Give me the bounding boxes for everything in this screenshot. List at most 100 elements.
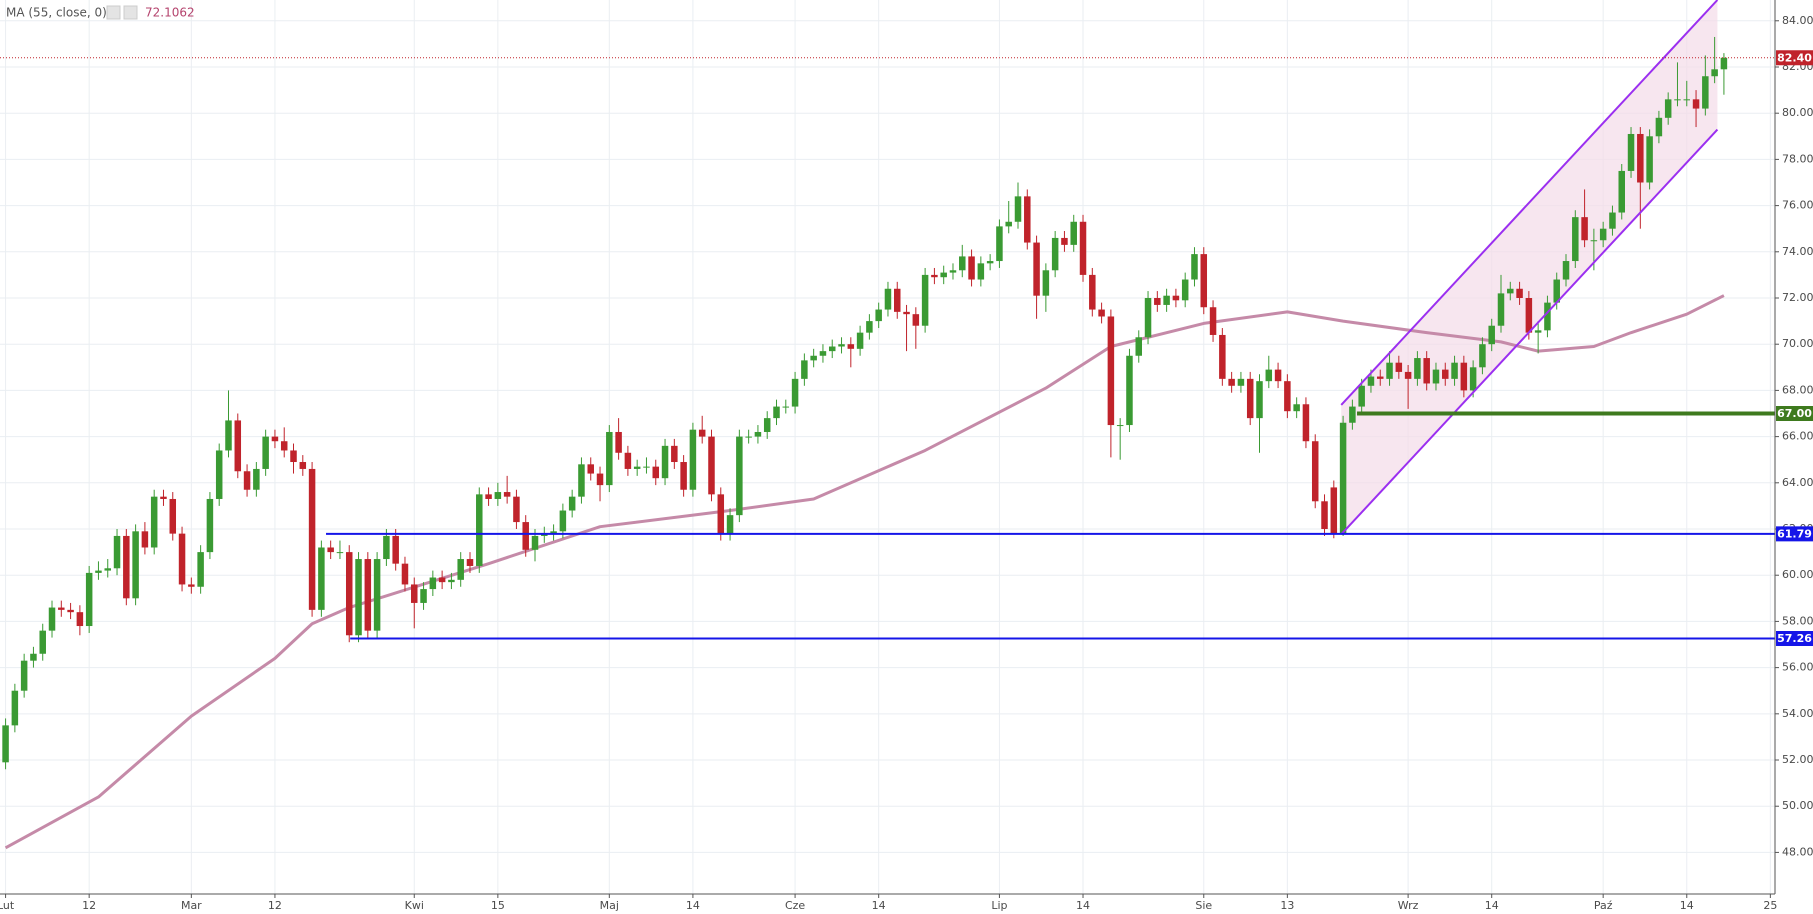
- candle-body: [438, 577, 446, 583]
- candle-body: [494, 492, 502, 499]
- x-tick-label: Sie: [1195, 899, 1212, 912]
- candle-body: [940, 272, 947, 278]
- candle-body: [429, 577, 437, 590]
- x-tick-label: Kwi: [405, 899, 424, 912]
- candle-body: [1330, 487, 1338, 534]
- candle-body: [1664, 99, 1672, 118]
- candle-body: [1070, 221, 1077, 245]
- candle-body: [1646, 136, 1653, 183]
- candle-body: [318, 547, 325, 610]
- candle-body: [1191, 254, 1198, 280]
- x-tick-label: Mar: [181, 899, 202, 912]
- candle-body: [188, 584, 195, 587]
- candle-body: [1562, 261, 1570, 280]
- candle-body: [1720, 57, 1728, 70]
- candle-body: [1553, 279, 1560, 303]
- candle-body: [1507, 288, 1514, 294]
- candle-body: [1479, 344, 1486, 368]
- candle-body: [782, 406, 790, 408]
- candle-body: [1311, 441, 1319, 502]
- y-tick-label: 58.00: [1782, 614, 1813, 627]
- candle-body: [1404, 371, 1412, 379]
- candle-body: [847, 344, 855, 349]
- candle-body: [243, 471, 251, 490]
- candle-body: [1488, 325, 1495, 345]
- candle-body: [160, 496, 167, 499]
- candle-body: [1256, 381, 1263, 419]
- candle-body: [1358, 385, 1365, 407]
- candle-body: [457, 559, 464, 580]
- candle-body: [513, 496, 520, 523]
- candle-body: [476, 494, 483, 566]
- candle-body: [1079, 221, 1087, 275]
- close-icon[interactable]: [123, 5, 138, 20]
- plot-area: [0, 0, 1775, 850]
- candle-body: [1386, 362, 1393, 379]
- candle-body: [141, 531, 149, 548]
- candle-body: [1246, 378, 1254, 419]
- candle-body: [819, 351, 827, 356]
- candle-body: [1237, 378, 1245, 386]
- candle-body: [801, 360, 808, 379]
- candle-body: [968, 256, 975, 280]
- candle-body: [661, 445, 669, 479]
- candle-body: [717, 494, 725, 534]
- candle-body: [1293, 404, 1300, 412]
- channel-fill: [1341, 0, 1718, 535]
- candle-body: [20, 660, 28, 691]
- settings-icon[interactable]: [106, 5, 121, 20]
- candle-body: [1200, 254, 1208, 308]
- candle-body: [977, 263, 985, 280]
- candle-body: [1655, 117, 1663, 137]
- candle-body: [373, 559, 381, 631]
- candle-body: [1061, 237, 1068, 245]
- candle-body: [726, 515, 734, 534]
- candle-body: [1414, 358, 1421, 379]
- channel-line: [1340, 0, 1719, 406]
- candle-body: [132, 531, 139, 599]
- y-tick-label: 52.00: [1782, 753, 1813, 766]
- candle-body: [643, 466, 650, 468]
- candle-body: [1692, 99, 1700, 109]
- candle-body: [1116, 425, 1124, 427]
- candle-body: [1302, 404, 1310, 442]
- candle-body: [875, 309, 882, 322]
- candle-body: [671, 445, 678, 463]
- candle-body: [448, 579, 455, 583]
- candle-body: [531, 535, 539, 550]
- y-tick-label: 48.00: [1782, 845, 1813, 858]
- level-label-box: [1776, 406, 1813, 422]
- candle-body: [1144, 298, 1152, 338]
- level-label: 82.40: [1777, 51, 1812, 64]
- x-tick-label: Paź: [1594, 899, 1613, 912]
- y-tick-label: 74.00: [1782, 245, 1813, 258]
- candle-body: [85, 572, 93, 627]
- candle-body: [1098, 309, 1105, 317]
- candle-body: [1051, 237, 1059, 271]
- candle-body: [894, 288, 901, 312]
- candle-body: [234, 420, 242, 472]
- level-label: 57.26: [1777, 632, 1812, 645]
- candle-body: [1135, 337, 1143, 356]
- candle-body: [986, 261, 994, 264]
- candle-body: [280, 441, 288, 451]
- candle-body: [262, 436, 269, 469]
- candle-body: [996, 226, 1003, 262]
- y-tick-label: 84.00: [1782, 14, 1813, 27]
- candle-body: [559, 510, 567, 532]
- candle-body: [95, 570, 102, 573]
- candle-body: [1516, 288, 1523, 298]
- candle-body: [11, 690, 19, 726]
- candle-body: [178, 533, 186, 585]
- candle-body: [1609, 212, 1616, 229]
- candle-body: [736, 436, 743, 516]
- level-label: 61.79: [1777, 527, 1812, 540]
- y-tick-label: 66.00: [1782, 430, 1813, 443]
- candle-body: [48, 607, 56, 631]
- candle-body: [1274, 369, 1282, 382]
- candle-body: [754, 431, 762, 437]
- y-tick-label: 80.00: [1782, 106, 1813, 119]
- candle-body: [866, 321, 873, 333]
- candle-body: [1469, 367, 1477, 391]
